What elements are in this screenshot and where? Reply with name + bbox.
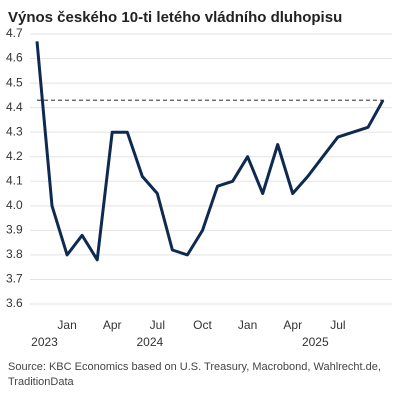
x-tick-label: Jan [57, 318, 76, 332]
x-tick-label: Apr [283, 318, 302, 332]
x-tick-label: Apr [103, 318, 122, 332]
y-tick-label: 4.4 [6, 100, 23, 114]
x-tick-label: Jul [330, 318, 345, 332]
x-tick-label: Jul [150, 318, 165, 332]
year-label: 2023 [31, 335, 58, 349]
year-label: 2024 [136, 335, 163, 349]
data-line [35, 41, 385, 262]
y-tick-label: 3.7 [6, 272, 23, 286]
y-tick-label: 4.2 [6, 149, 23, 163]
y-tick-label: 4.6 [6, 51, 23, 65]
y-tick-label: 4.7 [6, 26, 23, 40]
x-tick-label: Jan [238, 318, 257, 332]
y-tick-label: 3.6 [6, 296, 23, 310]
chart: Výnos českého 10-ti letého vládního dluh… [6, 9, 392, 349]
y-tick-label: 4.1 [6, 173, 23, 187]
chart-title: Výnos českého 10-ti letého vládního dluh… [8, 9, 342, 26]
y-tick-label: 4.5 [6, 75, 23, 89]
y-tick-label: 3.8 [6, 247, 23, 261]
y-tick-label: 4.0 [6, 198, 23, 212]
y-tick-label: 3.9 [6, 223, 23, 237]
x-tick-label: Oct [193, 318, 212, 332]
y-tick-label: 4.3 [6, 124, 23, 138]
year-label: 2025 [302, 335, 329, 349]
source-note: Source: KBC Economics based on U.S. Trea… [8, 361, 381, 388]
